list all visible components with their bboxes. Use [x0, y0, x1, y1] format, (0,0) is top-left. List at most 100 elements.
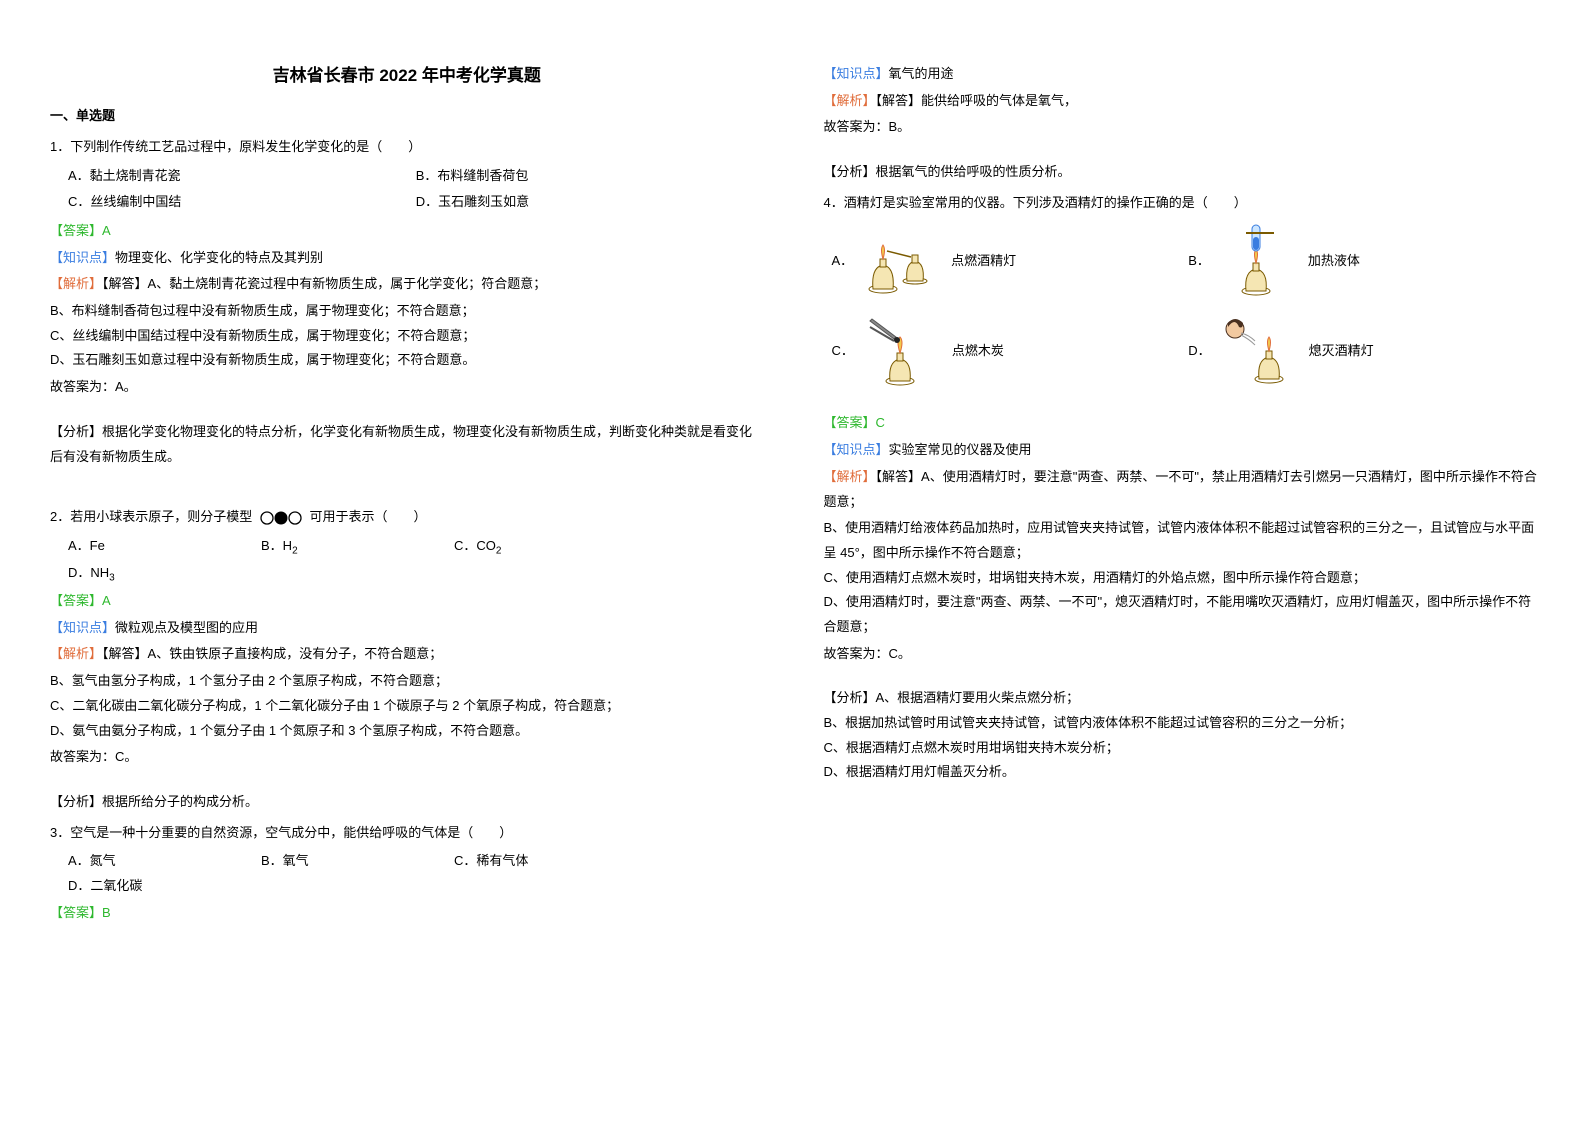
q2-stem-pre: 2．若用小球表示原子，则分子模型	[50, 509, 252, 524]
q1-ana-d: D、玉石雕刻玉如意过程中没有新物质生成，属于物理变化；不符合题意。	[50, 348, 764, 373]
q1-ana-a: A、黏土烧制青花瓷过程中有新物质生成，属于化学变化；符合题意；	[148, 276, 547, 291]
q2-opt-d-sub: 3	[109, 572, 115, 583]
q4-c-letter: C．	[832, 339, 854, 364]
q1-answer: 【答案】A	[50, 219, 764, 244]
page: 吉林省长春市 2022 年中考化学真题 一、单选题 1．下列制作传统工艺品过程中…	[50, 60, 1537, 927]
q4-stem: 4．酒精灯是实验室常用的仪器。下列涉及酒精灯的操作正确的是（ ）	[824, 191, 1538, 216]
analysis-tag: 【解析】	[824, 93, 876, 108]
q4-a-letter: A．	[832, 249, 854, 274]
q1-opt-c: C．丝线编制中国结	[68, 190, 416, 215]
q2-ana-d: D、氨气由氨分子构成，1 个氨分子由 1 个氮原子和 3 个氢原子构成，不符合题…	[50, 719, 764, 744]
knowledge-tag: 【知识点】	[50, 250, 115, 265]
q2-stem-post: 可用于表示（ ）	[309, 509, 426, 524]
q3-opt-a: A．氮气	[68, 849, 221, 874]
analysis-prefix: 【解答】	[876, 469, 922, 484]
q4-c-label: 点燃木炭	[952, 339, 1004, 364]
q4-analysis2-c: C、根据酒精灯点燃木炭时用坩埚钳夹持木炭分析；	[824, 736, 1538, 761]
q1-analysis: 【解析】【解答】A、黏土烧制青花瓷过程中有新物质生成，属于化学变化；符合题意；	[50, 272, 764, 297]
q2-opt-d-txt: D．NH	[68, 565, 109, 580]
q4-b-letter: B．	[1188, 249, 1210, 274]
q4-options: A． 点燃酒精灯	[824, 223, 1538, 403]
q2-opt-a: A．Fe	[68, 534, 221, 561]
lamp-diagram-icon	[861, 223, 937, 299]
q3-knowledge-text: 氧气的用途	[889, 66, 954, 81]
q4-d-label: 熄灭酒精灯	[1309, 339, 1374, 364]
knowledge-tag: 【知识点】	[824, 442, 889, 457]
q3-options: A．氮气 B．氧气 C．稀有气体 D．二氧化碳	[68, 849, 764, 898]
q1-knowledge: 【知识点】物理变化、化学变化的特点及其判别	[50, 246, 764, 271]
q1-knowledge-text: 物理变化、化学变化的特点及其判别	[115, 250, 323, 265]
analysis-prefix: 【解答】	[876, 93, 922, 108]
q4-b-label: 加热液体	[1308, 249, 1360, 274]
q1-final: 故答案为：A。	[50, 375, 764, 400]
q4-analysis: 【解析】【解答】A、使用酒精灯时，要注意"两查、两禁、一不可"，禁止用酒精灯去引…	[824, 465, 1538, 514]
q3-ana: 能供给呼吸的气体是氧气，	[921, 93, 1077, 108]
q2-final: 故答案为：C。	[50, 745, 764, 770]
q4-ana-d: D、使用酒精灯时，要注意"两查、两禁、一不可"，熄灭酒精灯时，不能用嘴吹灭酒精灯…	[824, 590, 1538, 639]
q1-ana-c: C、丝线编制中国结过程中没有新物质生成，属于物理变化；不符合题意；	[50, 324, 764, 349]
q2-opt-d: D．NH3	[68, 561, 221, 588]
q4-answer: 【答案】C	[824, 411, 1538, 436]
q2-answer: 【答案】A	[50, 589, 764, 614]
right-column: 【知识点】氧气的用途 【解析】【解答】能供给呼吸的气体是氧气， 故答案为：B。 …	[824, 60, 1538, 927]
molecule-icon	[259, 510, 303, 526]
q2-opt-c: C．CO2	[454, 534, 607, 561]
q3-knowledge: 【知识点】氧气的用途	[824, 62, 1538, 87]
q4-opt-b: B． 加热液体	[1180, 223, 1537, 299]
knowledge-tag: 【知识点】	[824, 66, 889, 81]
q4-ana-b: B、使用酒精灯给液体药品加热时，应用试管夹夹持试管，试管内液体体积不能超过试管容…	[824, 516, 1538, 565]
knowledge-tag: 【知识点】	[50, 620, 115, 635]
heat-tube-diagram-icon	[1218, 223, 1294, 299]
q4-knowledge: 【知识点】实验室常见的仪器及使用	[824, 438, 1538, 463]
q4-knowledge-text: 实验室常见的仪器及使用	[889, 442, 1032, 457]
q1-stem: 1．下列制作传统工艺品过程中，原料发生化学变化的是（ ）	[50, 135, 764, 160]
q3-opt-c: C．稀有气体	[454, 849, 621, 874]
q4-analysis2-a: 【分析】A、根据酒精灯要用火柴点燃分析；	[824, 686, 1538, 711]
exam-title: 吉林省长春市 2022 年中考化学真题	[50, 60, 764, 92]
q1-analysis2: 【分析】根据化学变化物理变化的特点分析，化学变化有新物质生成，物理变化没有新物质…	[50, 420, 764, 469]
analysis-tag: 【解析】	[824, 469, 876, 484]
q2-opt-c-txt: C．CO	[454, 538, 496, 553]
q4-opt-c: C． 点燃木炭	[824, 313, 1181, 389]
q2-knowledge: 【知识点】微粒观点及模型图的应用	[50, 616, 764, 641]
q2-knowledge-text: 微粒观点及模型图的应用	[115, 620, 258, 635]
q1-ana-b: B、布料缝制香荷包过程中没有新物质生成，属于物理变化；不符合题意；	[50, 299, 764, 324]
q1-options: A．黏土烧制青花瓷 B．布料缝制香荷包 C．丝线编制中国结 D．玉石雕刻玉如意	[68, 164, 764, 217]
q3-opt-d: D．二氧化碳	[68, 874, 235, 899]
q3-stem: 3．空气是一种十分重要的自然资源，空气成分中，能供给呼吸的气体是（ ）	[50, 821, 764, 846]
section-header: 一、单选题	[50, 104, 764, 129]
q2-stem: 2．若用小球表示原子，则分子模型 可用于表示（ ）	[50, 505, 764, 530]
analysis-tag: 【解析】	[50, 646, 102, 661]
q4-d-letter: D．	[1188, 339, 1210, 364]
q2-options: A．Fe B．H2 C．CO2 D．NH3	[68, 534, 764, 587]
q4-ana-a: A、使用酒精灯时，要注意"两查、两禁、一不可"，禁止用酒精灯去引燃另一只酒精灯，…	[824, 469, 1537, 509]
q2-analysis2: 【分析】根据所给分子的构成分析。	[50, 790, 764, 815]
q4-opt-a: A． 点燃酒精灯	[824, 223, 1181, 299]
q2-opt-b-txt: B．H	[261, 538, 292, 553]
q2-ana-a: A、铁由铁原子直接构成，没有分子，不符合题意；	[148, 646, 443, 661]
q2-analysis: 【解析】【解答】A、铁由铁原子直接构成，没有分子，不符合题意；	[50, 642, 764, 667]
q3-analysis: 【解析】【解答】能供给呼吸的气体是氧气，	[824, 89, 1538, 114]
q2-opt-b: B．H2	[261, 534, 414, 561]
q2-ana-b: B、氢气由氢分子构成，1 个氢分子由 2 个氢原子构成，不符合题意；	[50, 669, 764, 694]
q2-opt-b-sub: 2	[292, 546, 298, 557]
q4-ana-c: C、使用酒精灯点燃木炭时，坩埚钳夹持木炭，用酒精灯的外焰点燃，图中所示操作符合题…	[824, 566, 1538, 591]
q3-opt-b: B．氧气	[261, 849, 414, 874]
q4-a-label: 点燃酒精灯	[951, 249, 1016, 274]
q3-final: 故答案为：B。	[824, 115, 1538, 140]
q1-opt-b: B．布料缝制香荷包	[416, 164, 764, 189]
analysis-prefix: 【解答】	[102, 646, 148, 661]
q4-analysis2-d: D、根据酒精灯用灯帽盖灭分析。	[824, 760, 1538, 785]
q2-opt-c-sub: 2	[496, 546, 502, 557]
q3-answer: 【答案】B	[50, 901, 764, 926]
q4-final: 故答案为：C。	[824, 642, 1538, 667]
q4-opt-d: D． 熄灭酒精灯	[1180, 313, 1537, 389]
analysis-prefix: 【解答】	[102, 276, 148, 291]
charcoal-diagram-icon	[862, 313, 938, 389]
q3-analysis2: 【分析】根据氧气的供给呼吸的性质分析。	[824, 160, 1538, 185]
q1-opt-a: A．黏土烧制青花瓷	[68, 164, 416, 189]
blow-out-diagram-icon	[1219, 313, 1295, 389]
q4-analysis2-b: B、根据加热试管时用试管夹夹持试管，试管内液体体积不能超过试管容积的三分之一分析…	[824, 711, 1538, 736]
q1-opt-d: D．玉石雕刻玉如意	[416, 190, 764, 215]
q2-ana-c: C、二氧化碳由二氧化碳分子构成，1 个二氧化碳分子由 1 个碳原子与 2 个氧原…	[50, 694, 764, 719]
